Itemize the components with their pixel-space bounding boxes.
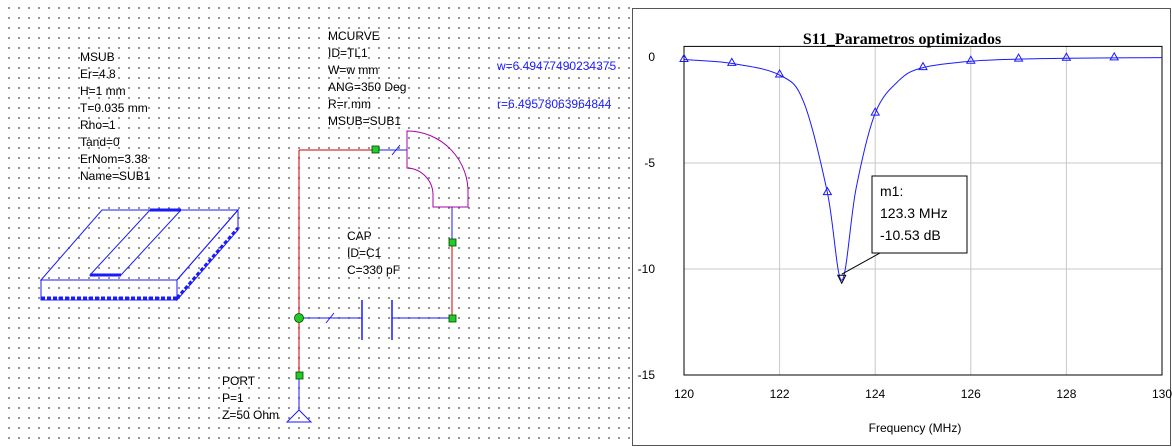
- msub-param: H=1 mm: [80, 84, 126, 98]
- port-param: P=1: [222, 391, 244, 405]
- node-square[interactable]: [448, 314, 457, 323]
- node-square[interactable]: [295, 371, 304, 380]
- x-tick-label: 130: [1152, 387, 1172, 401]
- port-param: Z=50 Ohm: [222, 408, 279, 422]
- x-tick-label: 128: [1056, 387, 1076, 401]
- msub-param: T=0.035 mm: [80, 101, 148, 115]
- msub-param: Tand=0: [80, 135, 120, 149]
- marker-frequency: 123.3 MHz: [880, 205, 948, 221]
- chart-title: S11_Parametros optimizados: [803, 31, 1001, 48]
- data-point-marker: [965, 55, 976, 64]
- cap-title: CAP: [347, 229, 372, 243]
- msub-param: Name=SUB1: [80, 169, 151, 183]
- marker-label: m1:: [880, 183, 903, 199]
- y-tick-label: -5: [644, 156, 655, 170]
- data-point-marker: [679, 53, 689, 63]
- mcurve-label-group: MCURVE ID=TL1 W=w mm ANG=350 Deg R=r mm …: [328, 29, 406, 128]
- x-axis-label: Frequency (MHz): [869, 421, 962, 435]
- mcurve-param: MSUB=SUB1: [328, 114, 401, 128]
- y-tick-label: 0: [648, 50, 655, 64]
- node-square[interactable]: [371, 145, 380, 154]
- port-title: PORT: [222, 374, 256, 388]
- schematic-drawing: MSUB Er=4.8 H=1 mm T=0.035 mm Rho=1 Tand…: [39, 29, 616, 423]
- cap-param: C=330 pF: [347, 263, 400, 277]
- data-point-marker: [1061, 52, 1072, 61]
- s11-series-line: [683, 57, 1163, 281]
- node-square[interactable]: [448, 238, 457, 247]
- x-tick-label: 124: [865, 387, 885, 401]
- msub-param: Rho=1: [80, 118, 116, 132]
- data-point-marker: [1109, 51, 1120, 61]
- y-tick-label: -15: [638, 368, 656, 382]
- x-tick-label: 122: [770, 387, 790, 401]
- msub-param: ErNom=3.38: [80, 152, 148, 166]
- cap-param: ID=C1: [347, 246, 382, 260]
- data-point-marker: [822, 186, 833, 196]
- chart-grid: [684, 46, 1162, 375]
- schematic-canvas[interactable]: MSUB Er=4.8 H=1 mm T=0.035 mm Rho=1 Tand…: [0, 0, 632, 447]
- mcurve-param: ID=TL1: [328, 46, 368, 60]
- mcurve-param: R=r mm: [328, 97, 371, 111]
- nodes: [294, 145, 457, 380]
- substrate-symbol[interactable]: [39, 208, 240, 302]
- data-point-marker: [726, 57, 737, 66]
- graph-border: [632, 8, 1171, 446]
- graph-window[interactable]: S11_Parametros optimizados 120 122 124 126 1…: [632, 0, 1172, 447]
- y-tick-label: -10: [638, 262, 656, 276]
- x-tick-label: 126: [961, 387, 981, 401]
- mcurve-param: ANG=350 Deg: [328, 80, 406, 94]
- marker-leader-line: [841, 252, 881, 275]
- data-point-marker: [774, 69, 785, 78]
- port-element[interactable]: [285, 376, 313, 423]
- mcurve-param: W=w mm: [328, 63, 378, 77]
- marker-m1[interactable]: m1: 123.3 MHz -10.53 dB: [836, 175, 968, 285]
- junction-node[interactable]: [294, 313, 304, 323]
- capacitor-element[interactable]: [299, 300, 452, 340]
- msub-param: Er=4.8: [80, 67, 116, 81]
- x-tick-label: 120: [674, 387, 694, 401]
- mcurve-title: MCURVE: [328, 29, 380, 43]
- variable-r[interactable]: r=6.49578063964844: [497, 97, 612, 111]
- y-axis-ticks: 0 -5 -10 -15: [638, 50, 656, 382]
- cap-label-group: CAP ID=C1 C=330 pF: [347, 229, 400, 277]
- variable-w[interactable]: w=6.49477490234375: [496, 59, 616, 73]
- x-axis-ticks: 120 122 124 126 128 130: [674, 387, 1172, 401]
- s11-chart: S11_Parametros optimizados 120 122 124 126 1…: [632, 8, 1172, 446]
- plot-frame: [683, 45, 1163, 376]
- series-group: [679, 51, 1163, 281]
- data-point-marker: [870, 107, 881, 116]
- data-point-marker: [1013, 53, 1024, 62]
- data-point-marker: [918, 61, 928, 71]
- wires: [298, 149, 453, 376]
- port-label-group: PORT P=1 Z=50 Ohm: [222, 374, 279, 422]
- msub-label-group: MSUB Er=4.8 H=1 mm T=0.035 mm Rho=1 Tand…: [80, 50, 151, 183]
- mcurve-element[interactable]: [376, 130, 469, 243]
- msub-title: MSUB: [80, 50, 115, 64]
- marker-triangle[interactable]: [836, 274, 847, 285]
- marker-box: [871, 175, 968, 254]
- marker-value: -10.53 dB: [880, 227, 941, 243]
